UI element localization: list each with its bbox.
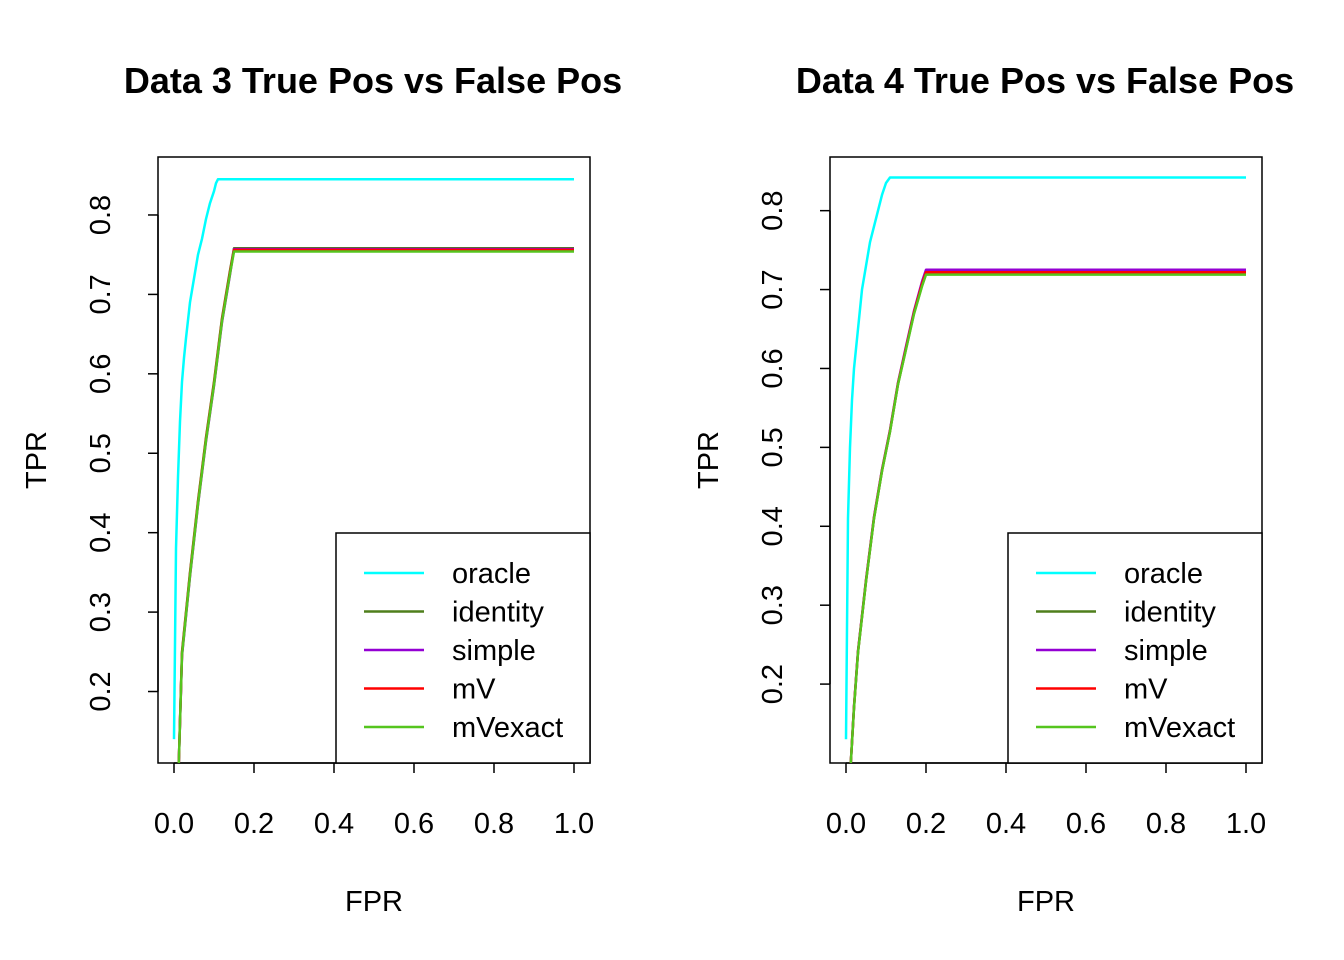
x-tick-label: 1.0 <box>554 808 594 840</box>
y-tick-label: 0.7 <box>757 269 789 309</box>
panel-data-4: Data 4 True Pos vs False Pos FPR TPR 0.0… <box>693 60 1294 918</box>
legend-label-mvexact: mVexact <box>452 712 563 744</box>
chart-title: Data 3 True Pos vs False Pos <box>124 60 622 101</box>
series-line-oracle <box>844 176 1246 740</box>
legend-label-mv: mV <box>452 674 496 706</box>
series-line-mvexact <box>177 250 574 763</box>
y-tick-label: 0.3 <box>85 592 117 632</box>
legend-label-mvexact: mVexact <box>1124 712 1235 744</box>
x-tick-label: 0.0 <box>826 808 866 840</box>
x-tick-label: 0.6 <box>1066 808 1106 840</box>
x-tick-label: 0.6 <box>394 808 434 840</box>
legend-label-oracle: oracle <box>1124 558 1203 590</box>
y-tick-label: 0.4 <box>757 506 789 546</box>
x-tick-label: 0.4 <box>986 808 1026 840</box>
y-tick-label: 0.6 <box>85 354 117 394</box>
chart-title: Data 4 True Pos vs False Pos <box>796 60 1294 101</box>
legend-box <box>1007 532 1263 764</box>
panel-data-3: Data 3 True Pos vs False Pos FPR TPR 0.0… <box>21 60 622 918</box>
y-axis-label: TPR <box>21 431 53 489</box>
legend-label-simple: simple <box>452 635 536 667</box>
y-tick-label: 0.5 <box>757 427 789 467</box>
x-tick-label: 0.2 <box>234 808 274 840</box>
series-line-mvexact <box>849 273 1246 763</box>
y-tick-label: 0.7 <box>85 274 117 314</box>
legend-label-simple: simple <box>1124 635 1208 667</box>
y-axis-label: TPR <box>693 431 725 489</box>
legend-box <box>335 532 591 764</box>
x-axis-label: FPR <box>345 886 403 918</box>
legend-label-oracle: oracle <box>452 558 531 590</box>
y-tick-label: 0.2 <box>85 671 117 711</box>
y-tick-label: 0.4 <box>85 513 117 553</box>
y-tick-label: 0.5 <box>85 433 117 473</box>
x-tick-label: 1.0 <box>1226 808 1266 840</box>
y-tick-label: 0.6 <box>757 348 789 388</box>
series-line-oracle <box>172 177 574 740</box>
x-tick-label: 0.4 <box>314 808 354 840</box>
x-tick-label: 0.2 <box>906 808 946 840</box>
legend-label-mv: mV <box>1124 674 1168 706</box>
y-tick-label: 0.3 <box>757 585 789 625</box>
y-tick-label: 0.8 <box>757 190 789 230</box>
x-tick-label: 0.8 <box>1146 808 1186 840</box>
x-tick-label: 0.8 <box>474 808 514 840</box>
x-tick-label: 0.0 <box>154 808 194 840</box>
legend-label-identity: identity <box>1124 597 1216 629</box>
y-tick-label: 0.8 <box>85 195 117 235</box>
y-tick-label: 0.2 <box>757 664 789 704</box>
legend-label-identity: identity <box>452 597 544 629</box>
x-axis-label: FPR <box>1017 886 1075 918</box>
